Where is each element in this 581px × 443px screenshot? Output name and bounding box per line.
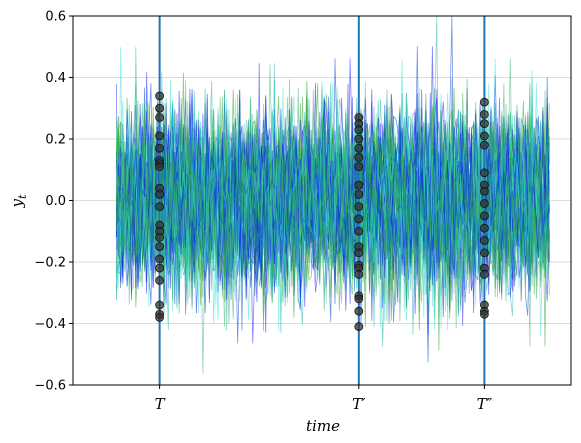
y-tick-label: 0.0 [45,194,66,209]
marker-dot [155,91,165,101]
marker-dot [155,143,165,153]
marker-dots [155,91,489,331]
y-tick-label: 0.2 [45,133,66,148]
marker-dot [354,134,364,144]
series-layer [115,16,550,374]
marker-dot [479,223,489,233]
marker-dot [155,113,165,122]
marker-dot [155,103,165,113]
y-tick-label: −0.4 [34,317,66,332]
svg-text:yt: yt [8,194,29,208]
y-tick-label: −0.6 [34,379,66,394]
marker-dot [479,248,489,258]
y-tick-label: 0.6 [45,10,66,25]
y-tick-label: −0.2 [34,256,66,271]
marker-dot [479,131,489,141]
marker-dot [354,214,364,224]
marker-dot [479,140,489,150]
marker-dot [479,110,489,119]
marker-dot [354,269,364,279]
marker-dot [354,294,364,304]
series-line [115,63,550,321]
marker-dot [155,131,165,141]
marker-dot [354,189,364,199]
marker-dot [155,312,165,322]
series-line [115,16,550,331]
y-axis-label-subscript: t [16,194,29,199]
marker-dot [479,119,489,129]
marker-dot [479,269,489,279]
marker-dot [479,309,489,319]
marker-dot [155,162,165,172]
marker-dot [354,143,364,153]
marker-dot [479,199,489,208]
marker-dot [155,202,165,212]
marker-dot [155,276,165,285]
marker-dot [354,162,364,172]
marker-dot [155,189,165,199]
y-axis-ticks: −0.6 −0.4 −0.2 0.0 0.2 0.4 0.6 [34,10,73,394]
x-axis-label: time [306,417,340,435]
marker-dot [354,202,364,212]
marker-dot [354,306,364,316]
marker-dot [479,168,489,178]
marker-dot [155,263,165,273]
marker-dot [155,300,165,310]
marker-dot [155,254,165,264]
x-tick-label: T′ [352,395,366,413]
marker-dot [354,125,364,135]
marker-dot [479,186,489,196]
marker-dot [155,242,165,252]
marker-dot [479,97,489,107]
x-tick-label: T″ [477,395,493,413]
y-axis-label: y [8,198,26,208]
marker-dot [479,236,489,245]
x-tick-label: T [155,395,166,413]
marker-dot [354,248,364,258]
x-axis-ticks: T T′ T″ [155,385,493,413]
marker-dot [479,211,489,221]
marker-dot [155,232,165,242]
marker-dot [354,322,364,331]
y-axis-label-group: yt [8,194,29,208]
marker-dot [354,180,364,190]
marker-dot [354,153,364,162]
marker-dot [354,226,364,236]
series-line [115,88,550,322]
y-tick-label: 0.4 [45,71,66,86]
